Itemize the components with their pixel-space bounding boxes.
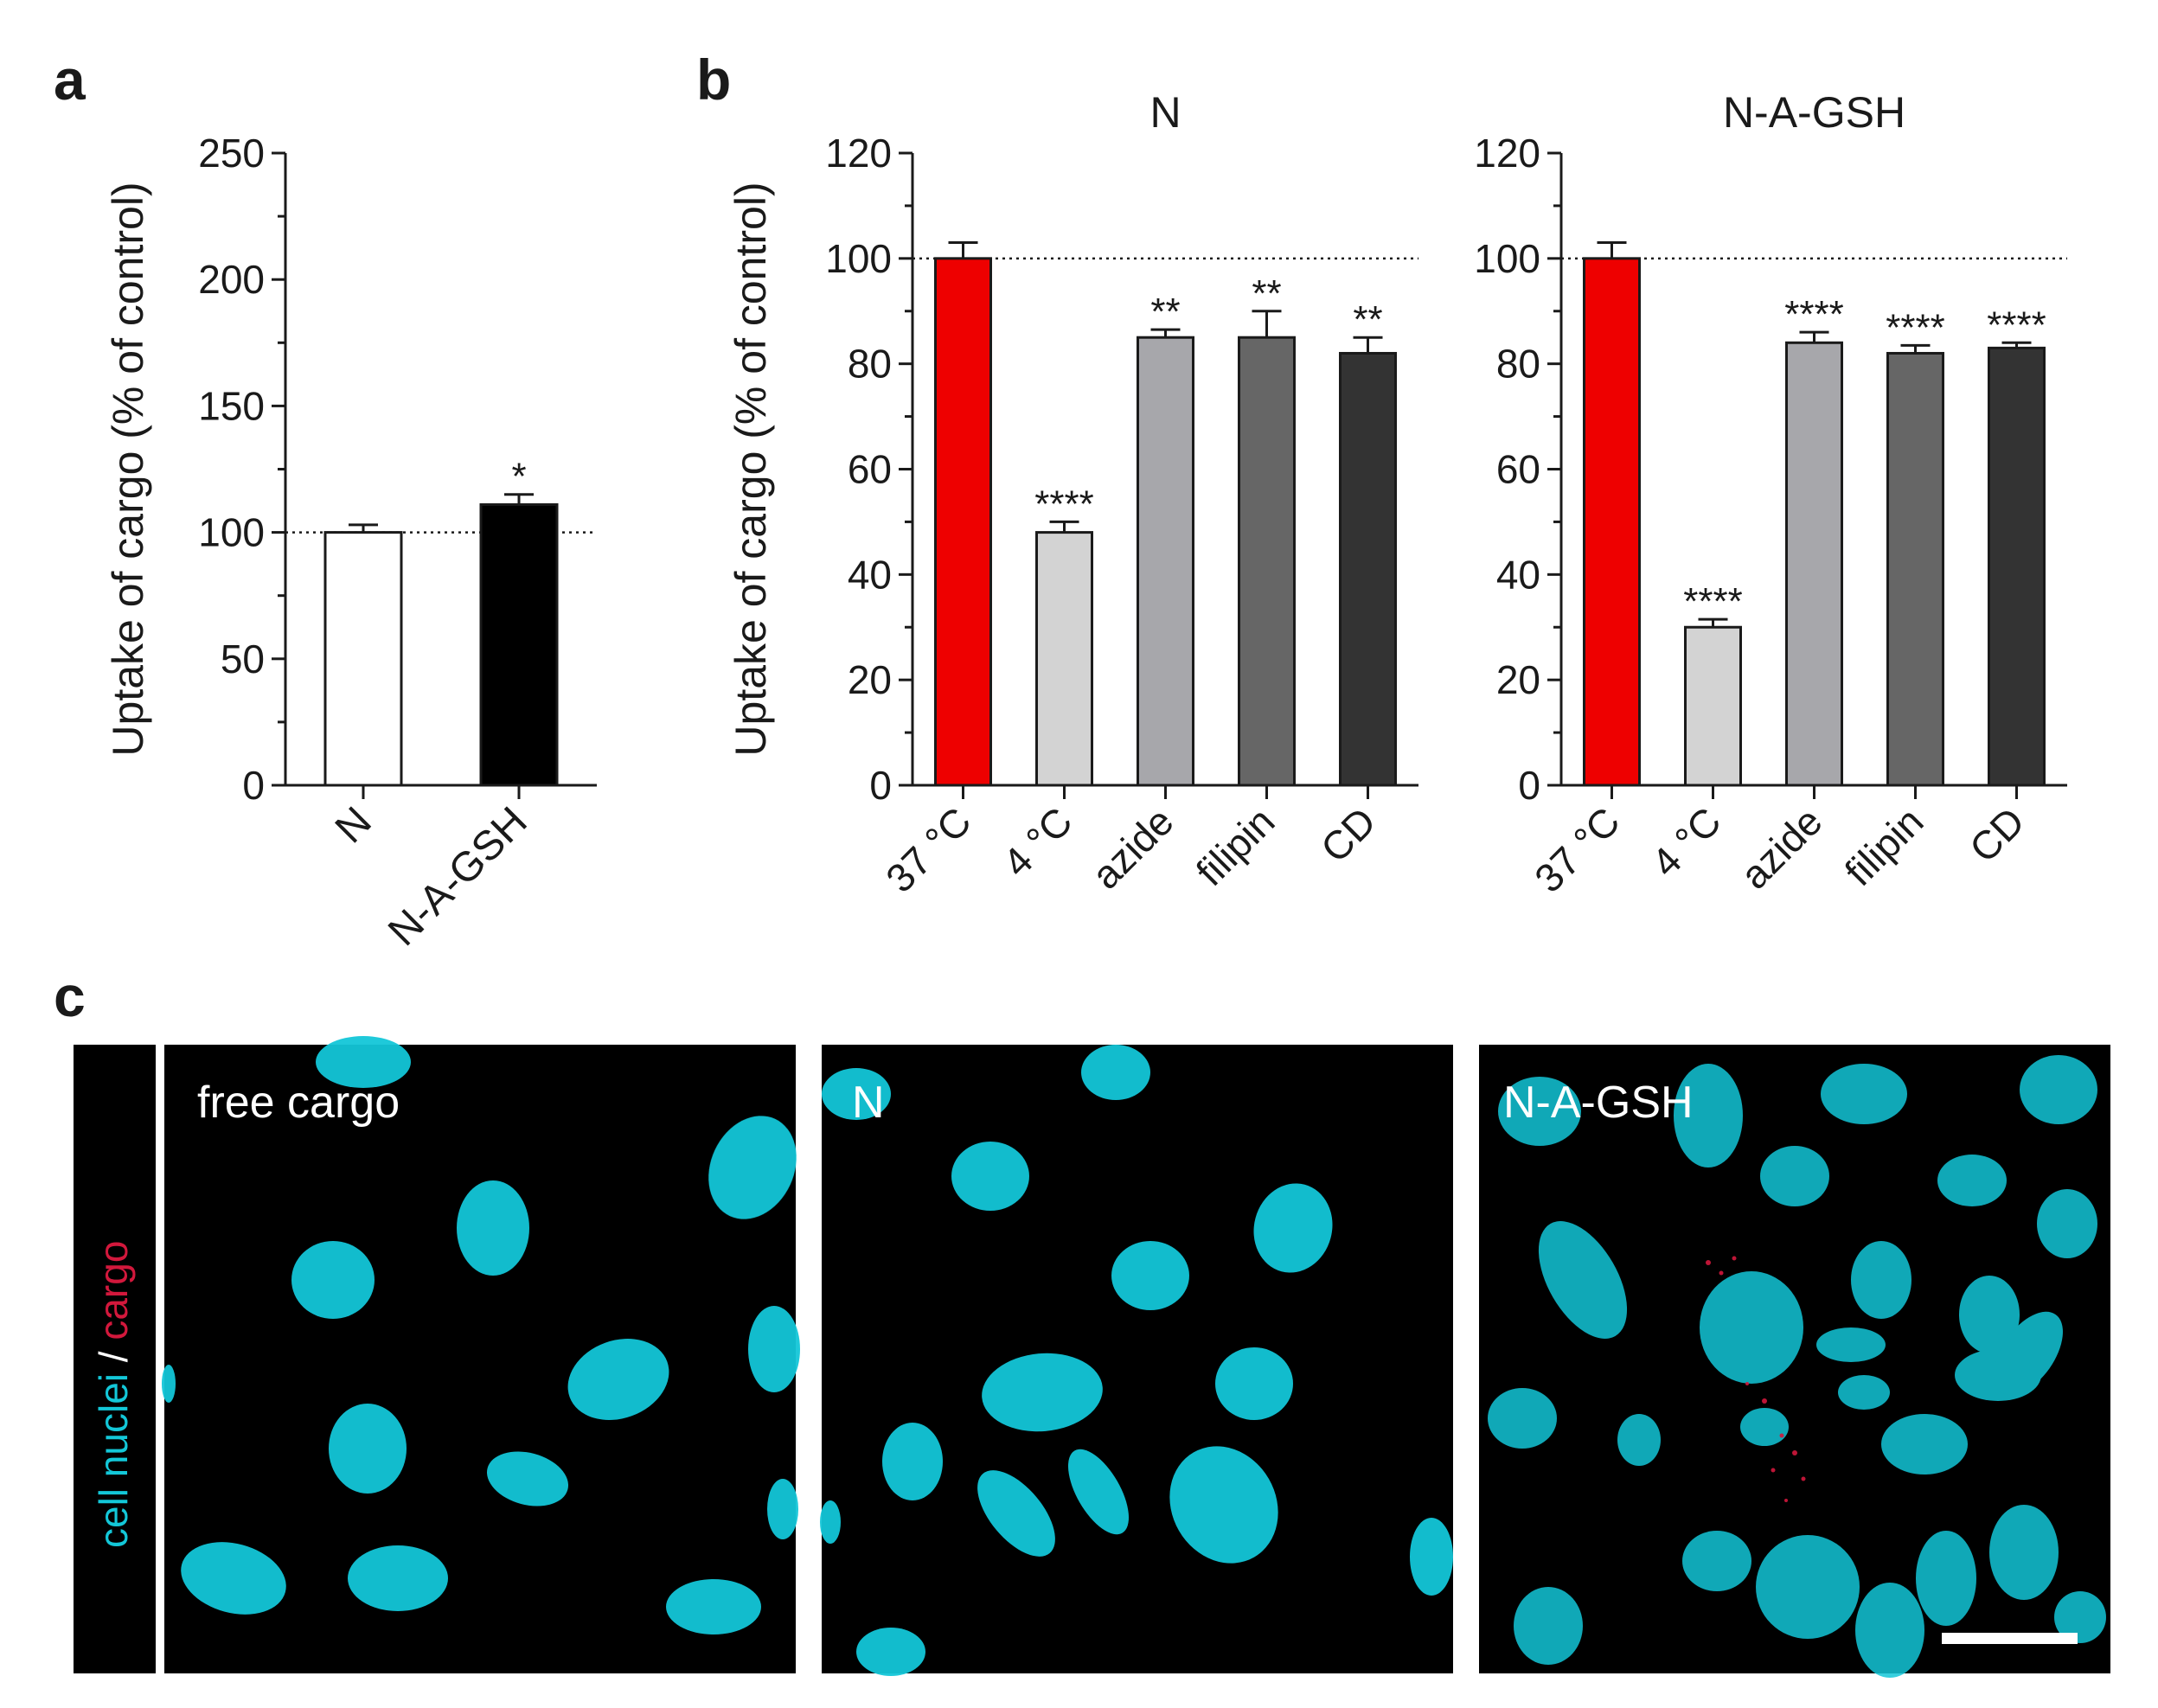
y-tick-label: 80 [848,342,892,387]
y-tick-label: 40 [1496,552,1540,597]
category-label: filipin [1188,798,1284,894]
bar [1583,257,1641,787]
micro-image-n: N [820,1045,1453,1676]
side-label-nuclei: cell nuclei [91,1373,136,1548]
y-tick-label: 100 [825,236,892,281]
bar-chart-b-right: 0 20 40 60 80 100 120 37 °C **** 4 °C **** azide ***… [1474,88,2067,901]
y-tick-label: 120 [1474,131,1540,176]
y-tick-label: 20 [848,657,892,702]
category-label: 4 °C [1643,798,1729,885]
category-label: N [327,798,381,852]
y-tick-label: 20 [1496,657,1540,702]
bar-chart-b-left: 0 20 40 60 80 100 120 37 °C **** 4 °C ** azide ** fil… [727,88,1418,901]
bar [934,257,992,787]
y-tick-label: 60 [1496,447,1540,492]
significance-label: **** [1886,306,1945,349]
y-tick-label: 40 [848,552,892,597]
y-tick-label: 100 [1474,236,1540,281]
y-tick-label: 0 [242,763,265,808]
significance-label: **** [1784,293,1844,336]
significance-label: **** [1683,580,1743,623]
bar [479,502,559,787]
bar [1886,351,1944,787]
bar [1137,336,1194,787]
y-axis-label: Uptake of cargo (% of control) [727,182,775,756]
bar-chart-a: 0 50 100 150 200 250 N * N-A-GSH Uptake of cargo … [104,131,597,955]
category-label: filipin [1836,798,1932,894]
category-label: 4 °C [994,798,1080,885]
y-tick-label: 80 [1496,342,1540,387]
y-tick-label: 0 [869,763,892,808]
micro-label-free-cargo: free cargo [197,1078,400,1128]
bar [1339,351,1397,787]
significance-label: **** [1034,483,1094,525]
y-tick-label: 0 [1518,763,1540,808]
side-label: cell nuclei / cargo [91,1241,136,1548]
micro-image-free-cargo: free cargo [162,1036,800,1673]
chart-title: N-A-GSH [1723,88,1905,137]
panel-letter-b: b [696,48,731,112]
y-tick-label: 120 [825,131,892,176]
category-label: CD [1312,798,1385,871]
significance-label: * [511,456,526,498]
side-label-box [74,1045,156,1673]
bar [323,531,403,787]
significance-label: **** [1987,304,2046,346]
panel-letter-a: a [54,48,86,112]
category-label: N-A-GSH [380,798,536,955]
bar [1988,346,2046,787]
category-label: azide [1732,798,1831,898]
bar [1035,531,1093,787]
chart-title: N [1149,88,1181,137]
panel-letter-c: c [54,964,86,1028]
bar [1238,336,1296,787]
y-axis-label: Uptake of cargo (% of control) [104,182,152,756]
y-tick-label: 60 [848,447,892,492]
micro-label-n: N [852,1078,885,1128]
y-tick-label: 50 [221,637,265,681]
category-label: azide [1083,798,1182,898]
scale-bar [1942,1633,2078,1644]
side-label-separator: / [91,1340,136,1373]
category-label: 37 °C [877,798,979,900]
bar [1684,625,1742,787]
micro-label-n-a-gsh: N-A-GSH [1503,1078,1694,1128]
category-label: CD [1961,798,2033,871]
significance-label: ** [1150,291,1180,333]
y-tick-label: 150 [198,383,265,428]
y-tick-label: 200 [198,257,265,302]
y-tick-label: 250 [198,131,265,176]
significance-label: ** [1353,298,1382,341]
bar [1785,341,1843,787]
micro-image-n-a-gsh: N-A-GSH [1479,1045,2110,1678]
microscopy-panel: cell nuclei / cargo free cargo [74,1036,2110,1678]
significance-label: ** [1252,272,1281,315]
side-label-cargo: cargo [91,1241,136,1340]
category-label: 37 °C [1526,798,1628,900]
y-tick-label: 100 [198,510,265,555]
